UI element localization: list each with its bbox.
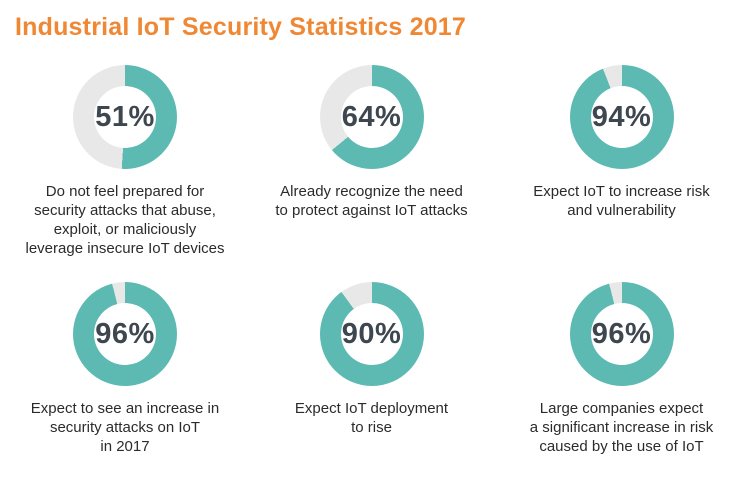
donut-chart: 96% [569,282,674,386]
donut-hole: 96% [94,303,156,365]
donut-chart: 90% [319,282,424,386]
donut-hole: 64% [340,86,403,148]
stat-caption: Do not feel prepared for security attack… [25,183,225,257]
stat-card: 96% Expect to see an increase in securit… [0,282,250,456]
stat-caption: Expect to see an increase in security at… [30,400,220,455]
stat-card: 90% Expect IoT deployment to rise [250,282,493,456]
donut-chart: 64% [319,65,424,169]
donut-chart: 96% [73,282,177,386]
stat-card: 94% Expect IoT to increase risk and vuln… [493,65,750,282]
percent-value: 51% [95,100,155,133]
stat-card: 51% Do not feel prepared for security at… [0,65,250,282]
donut-hole: 96% [590,303,653,365]
percent-value: 90% [341,317,402,350]
page-title: Industrial IoT Security Statistics 2017 [15,13,467,41]
donut-hole: 90% [340,303,403,365]
percent-value: 94% [591,100,652,133]
stat-card: 96% Large companies expect a significant… [493,282,750,456]
percent-value: 96% [95,317,155,350]
stats-grid: 51% Do not feel prepared for security at… [0,65,750,456]
stat-caption: Expect IoT to increase risk and vulnerab… [533,183,710,219]
stat-caption: Expect IoT deployment to rise [294,400,449,436]
stat-caption: Already recognize the need to protect ag… [275,183,468,219]
stat-caption: Large companies expect a significant inc… [529,400,714,455]
donut-hole: 51% [94,86,156,148]
stat-card: 64% Already recognize the need to protec… [250,65,493,282]
percent-value: 64% [341,100,402,133]
donut-hole: 94% [590,86,653,148]
donut-chart: 51% [73,65,177,169]
donut-chart: 94% [569,65,674,169]
percent-value: 96% [591,317,652,350]
